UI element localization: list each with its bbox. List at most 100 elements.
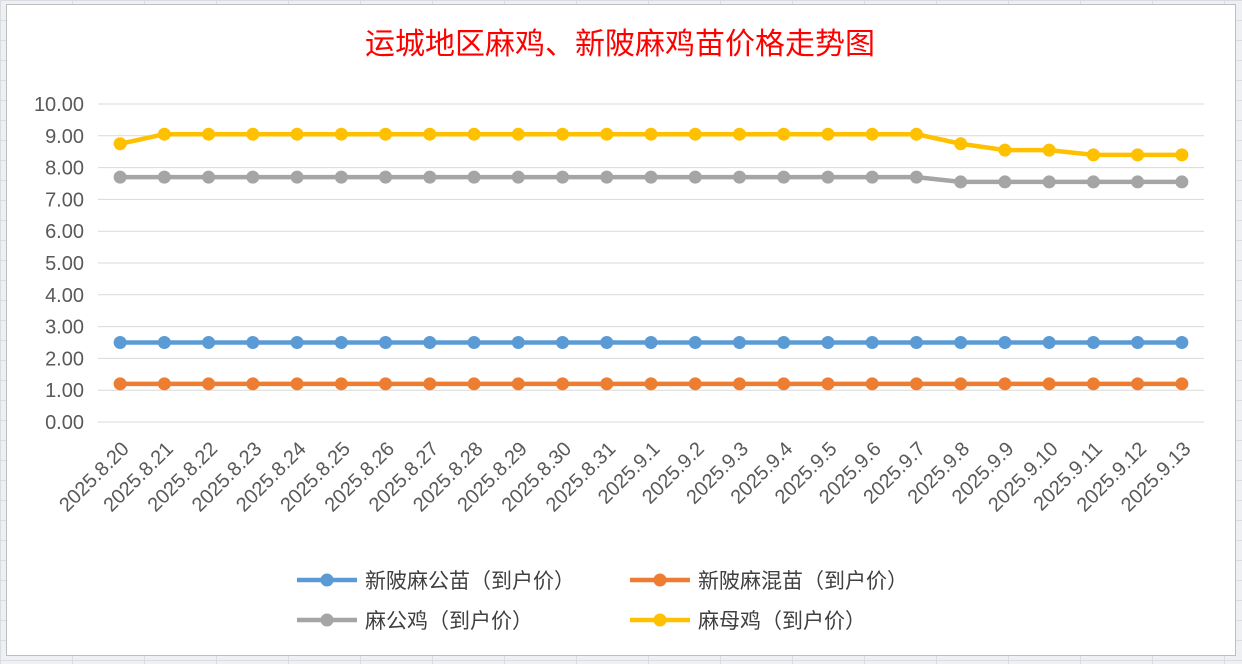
data-point — [113, 137, 127, 151]
data-point — [379, 377, 393, 391]
legend-swatch-marker — [653, 613, 667, 627]
data-point — [644, 377, 658, 391]
data-point — [644, 170, 658, 184]
data-point — [954, 336, 968, 349]
data-point — [600, 127, 614, 141]
chart-area[interactable] — [6, 4, 1236, 656]
data-point — [1042, 336, 1056, 349]
legend: 新陂麻公苗（到户价） 新陂麻混苗（到户价） 麻公鸡（到户价） 麻母鸡（到户价） — [297, 569, 908, 633]
series-2 — [113, 170, 1189, 189]
data-point — [909, 377, 923, 391]
data-point — [511, 336, 525, 349]
y-tick-label: 7.00 — [45, 189, 84, 211]
data-point — [246, 377, 260, 391]
data-point — [246, 336, 260, 349]
series-group — [113, 127, 1189, 391]
y-tick-label: 1.00 — [45, 380, 84, 402]
data-point — [1175, 175, 1189, 189]
data-point — [954, 175, 968, 189]
data-point — [334, 377, 348, 391]
data-point — [688, 127, 702, 141]
data-point — [777, 127, 791, 141]
data-point — [511, 170, 525, 184]
legend-label: 麻公鸡（到户价） — [365, 609, 533, 633]
legend-item: 新陂麻公苗（到户价） — [297, 569, 575, 593]
data-point — [556, 170, 570, 184]
data-point — [113, 170, 127, 184]
data-point — [467, 377, 481, 391]
data-point — [334, 127, 348, 141]
data-point — [202, 336, 216, 349]
data-point — [556, 336, 570, 349]
series-0 — [113, 336, 1189, 349]
data-point — [556, 127, 570, 141]
data-point — [379, 336, 393, 349]
data-point — [334, 336, 348, 349]
data-point — [202, 377, 216, 391]
data-point — [556, 377, 570, 391]
data-point — [732, 127, 746, 141]
data-point — [157, 170, 171, 184]
data-point — [290, 127, 304, 141]
y-tick-label: 3.00 — [45, 317, 84, 339]
data-point — [909, 127, 923, 141]
data-point — [1042, 377, 1056, 391]
legend-swatch-marker — [653, 573, 667, 587]
y-tick-label: 2.00 — [45, 348, 84, 370]
y-tick-label: 6.00 — [45, 221, 84, 243]
data-point — [998, 377, 1012, 391]
data-point — [777, 336, 791, 349]
data-point — [1131, 175, 1145, 189]
data-point — [865, 170, 879, 184]
data-point — [1086, 175, 1100, 189]
data-point — [998, 143, 1012, 157]
data-point — [777, 170, 791, 184]
data-point — [1175, 148, 1189, 162]
data-point — [1042, 175, 1056, 189]
data-point — [113, 377, 127, 391]
legend-item: 麻母鸡（到户价） — [630, 609, 866, 633]
data-point — [423, 336, 437, 349]
data-point — [379, 170, 393, 184]
y-tick-label: 5.00 — [45, 253, 84, 275]
data-point — [423, 127, 437, 141]
data-point — [865, 336, 879, 349]
data-point — [909, 170, 923, 184]
data-point — [600, 336, 614, 349]
data-point — [954, 137, 968, 151]
data-point — [1086, 148, 1100, 162]
data-point — [644, 336, 658, 349]
y-tick-label: 9.00 — [45, 126, 84, 148]
legend-swatch-marker — [320, 613, 334, 627]
y-tick-label: 0.00 — [45, 412, 84, 434]
data-point — [246, 170, 260, 184]
data-point — [688, 377, 702, 391]
data-point — [1131, 377, 1145, 391]
data-point — [865, 127, 879, 141]
legend-item: 新陂麻混苗（到户价） — [630, 569, 908, 593]
data-point — [1042, 143, 1056, 157]
data-point — [423, 377, 437, 391]
data-point — [998, 336, 1012, 349]
data-point — [732, 170, 746, 184]
data-point — [290, 336, 304, 349]
data-point — [644, 127, 658, 141]
data-point — [1131, 336, 1145, 349]
data-point — [334, 170, 348, 184]
data-point — [600, 377, 614, 391]
x-axis-ticks: 2025.8.202025.8.212025.8.222025.8.232025… — [55, 438, 1195, 516]
y-tick-label: 10.00 — [34, 94, 84, 116]
legend-label: 麻母鸡（到户价） — [698, 609, 866, 633]
data-point — [909, 336, 923, 349]
data-point — [1086, 377, 1100, 391]
legend-label: 新陂麻混苗（到户价） — [698, 569, 908, 593]
data-point — [113, 336, 127, 349]
data-point — [1131, 148, 1145, 162]
data-point — [423, 170, 437, 184]
data-point — [157, 127, 171, 141]
data-point — [1175, 377, 1189, 391]
series-1 — [113, 377, 1189, 391]
data-point — [467, 127, 481, 141]
legend-swatch-marker — [320, 573, 334, 587]
data-point — [821, 377, 835, 391]
